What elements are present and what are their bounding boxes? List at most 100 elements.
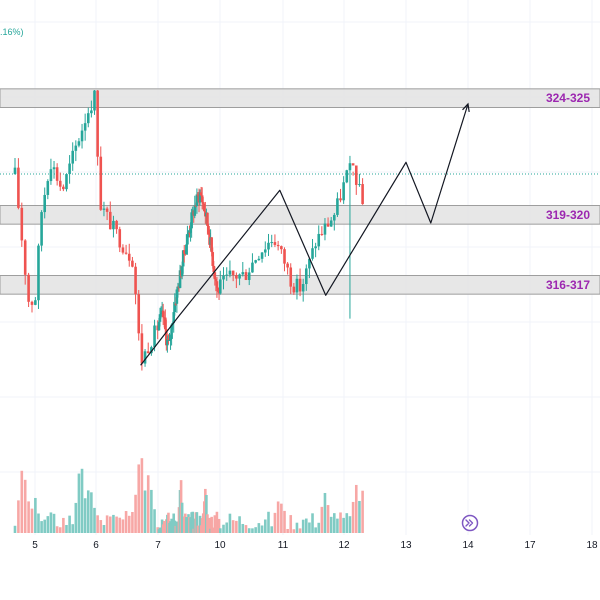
candle[interactable] bbox=[58, 172, 62, 191]
candle[interactable] bbox=[301, 278, 305, 302]
candle[interactable] bbox=[124, 244, 128, 255]
candle[interactable] bbox=[27, 272, 30, 308]
candle[interactable] bbox=[202, 203, 206, 213]
candle[interactable] bbox=[186, 225, 189, 255]
candle[interactable] bbox=[77, 138, 81, 148]
candle[interactable] bbox=[55, 163, 59, 186]
candle[interactable] bbox=[165, 319, 168, 351]
candle[interactable] bbox=[238, 273, 241, 286]
candle[interactable] bbox=[83, 113, 87, 141]
candle[interactable] bbox=[244, 269, 248, 281]
candle[interactable] bbox=[345, 169, 349, 184]
candle[interactable] bbox=[23, 239, 27, 285]
candle[interactable] bbox=[190, 208, 193, 238]
candle[interactable] bbox=[34, 297, 37, 306]
candle[interactable] bbox=[254, 259, 257, 264]
candle[interactable] bbox=[263, 241, 267, 257]
candle[interactable] bbox=[102, 201, 106, 217]
candle[interactable] bbox=[175, 286, 179, 313]
candle[interactable] bbox=[49, 158, 53, 185]
candle[interactable] bbox=[222, 267, 225, 290]
candle[interactable] bbox=[143, 349, 147, 367]
candle[interactable] bbox=[166, 335, 169, 353]
candle[interactable] bbox=[298, 268, 302, 297]
candle[interactable] bbox=[326, 217, 330, 227]
candle[interactable] bbox=[336, 192, 339, 218]
candle[interactable] bbox=[283, 247, 286, 272]
candle[interactable] bbox=[195, 188, 199, 214]
candle[interactable] bbox=[361, 178, 364, 205]
candle[interactable] bbox=[65, 173, 68, 192]
candle[interactable] bbox=[93, 90, 96, 115]
candle[interactable] bbox=[286, 262, 289, 275]
candle[interactable] bbox=[105, 206, 109, 221]
candle[interactable] bbox=[247, 267, 251, 286]
candle[interactable] bbox=[339, 188, 342, 203]
candle[interactable] bbox=[170, 323, 173, 346]
candle[interactable] bbox=[218, 270, 222, 295]
candle[interactable] bbox=[68, 155, 71, 184]
candle[interactable] bbox=[20, 202, 24, 247]
candle[interactable] bbox=[71, 142, 75, 171]
candle[interactable] bbox=[332, 212, 336, 231]
candle[interactable] bbox=[235, 272, 238, 289]
candle[interactable] bbox=[30, 300, 34, 313]
projection-path[interactable] bbox=[140, 103, 469, 366]
candle[interactable] bbox=[167, 334, 170, 345]
candle[interactable] bbox=[320, 226, 324, 236]
candle[interactable] bbox=[354, 165, 358, 195]
candle[interactable] bbox=[134, 262, 137, 305]
candle[interactable] bbox=[161, 303, 165, 325]
candle[interactable] bbox=[115, 219, 118, 234]
candle[interactable] bbox=[112, 215, 115, 238]
candle[interactable] bbox=[329, 217, 333, 227]
candle[interactable] bbox=[241, 262, 245, 277]
candle[interactable] bbox=[267, 233, 270, 256]
candle[interactable] bbox=[351, 163, 355, 176]
candle[interactable] bbox=[200, 187, 204, 210]
candle[interactable] bbox=[260, 251, 264, 263]
candle[interactable] bbox=[181, 250, 185, 274]
candle[interactable] bbox=[292, 282, 296, 295]
candle[interactable] bbox=[295, 274, 299, 300]
candle[interactable] bbox=[17, 158, 20, 210]
candle[interactable] bbox=[231, 270, 235, 282]
candle[interactable] bbox=[251, 253, 254, 273]
candle[interactable] bbox=[280, 245, 283, 254]
candle[interactable] bbox=[348, 155, 352, 319]
candle[interactable] bbox=[158, 307, 162, 327]
candle[interactable] bbox=[317, 225, 321, 251]
candle[interactable] bbox=[215, 276, 219, 298]
candle[interactable] bbox=[273, 234, 277, 248]
candle[interactable] bbox=[99, 146, 103, 211]
candle[interactable] bbox=[131, 256, 134, 268]
candle[interactable] bbox=[62, 184, 65, 192]
candle[interactable] bbox=[108, 201, 112, 230]
zone-324-325[interactable] bbox=[0, 88, 600, 109]
candle[interactable] bbox=[37, 243, 40, 309]
candle[interactable] bbox=[199, 186, 203, 197]
candle[interactable] bbox=[304, 264, 308, 291]
candle[interactable] bbox=[52, 161, 56, 179]
zone-319-320[interactable] bbox=[0, 205, 600, 225]
candle[interactable] bbox=[137, 290, 141, 341]
candle[interactable] bbox=[96, 90, 99, 166]
candle[interactable] bbox=[228, 260, 232, 278]
candle[interactable] bbox=[211, 247, 215, 269]
candle[interactable] bbox=[257, 255, 261, 261]
candle[interactable] bbox=[289, 263, 293, 295]
candle[interactable] bbox=[276, 240, 280, 251]
candle[interactable] bbox=[121, 244, 125, 255]
candle[interactable] bbox=[80, 123, 84, 149]
candle[interactable] bbox=[308, 258, 311, 279]
candle[interactable] bbox=[13, 157, 17, 175]
candle[interactable] bbox=[311, 238, 314, 261]
candle[interactable] bbox=[216, 287, 220, 293]
candle[interactable] bbox=[153, 319, 156, 352]
candle[interactable] bbox=[193, 195, 197, 219]
candle[interactable] bbox=[358, 173, 361, 187]
candle[interactable] bbox=[146, 342, 150, 354]
candle[interactable] bbox=[323, 218, 327, 241]
candle[interactable] bbox=[342, 176, 345, 204]
